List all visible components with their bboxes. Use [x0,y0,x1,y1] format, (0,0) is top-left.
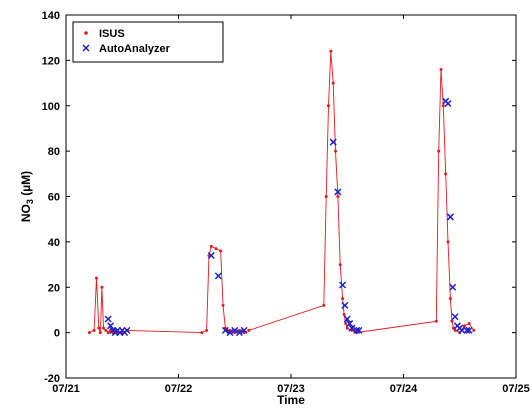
x-tick-label: 07/24 [390,383,418,395]
x-tick-label: 07/25 [502,383,530,395]
data-point-isus [344,322,348,326]
data-point-isus [104,328,108,332]
data-point-isus [453,328,457,332]
data-point-isus [341,297,345,301]
data-point-isus [214,247,218,251]
data-point-autoanalyzer [235,329,243,337]
data-point-isus [97,326,101,330]
y-axis-title-main: NO [19,204,33,222]
y-tick-label: 0 [54,328,60,340]
data-point-isus [439,67,443,71]
data-point-autoanalyzer [339,281,347,289]
data-point-isus [450,319,454,323]
data-point-isus [98,331,102,335]
data-point-isus [336,195,340,198]
data-point-isus [327,104,330,108]
data-point-isus [437,149,441,153]
data-point-isus [342,312,346,316]
data-point-isus [472,328,476,332]
data-point-isus [331,81,335,85]
data-point-autoanalyzer [449,283,457,291]
data-point-isus [452,326,455,330]
data-point-autoanalyzer [329,138,337,146]
x-tick-label: 07/21 [52,383,80,395]
y-tick-label: 140 [42,10,60,22]
data-point-autoanalyzer [451,313,459,321]
data-point-autoanalyzer [353,326,361,334]
legend-box [72,21,224,63]
data-point-autoanalyzer [463,326,471,334]
y-axis-title: NO3 (µM) [19,171,35,222]
data-point-isus [209,244,213,248]
data-point-isus [87,331,91,335]
data-point-autoanalyzer [231,326,239,334]
data-point-autoanalyzer [226,329,234,337]
x-tick-label: 07/23 [277,383,305,395]
series-autoanalyzer [104,97,473,337]
data-point-autoanalyzer [123,326,131,334]
data-point-isus [102,326,105,330]
data-point-isus [205,328,209,332]
data-point-isus [219,249,223,253]
y-tick-label: 120 [42,55,60,67]
data-point-isus [92,328,96,332]
plot-area [65,14,517,379]
data-point-isus [94,276,98,280]
data-point-isus [446,240,450,244]
data-point-isus [334,149,338,153]
data-point-isus [441,104,445,108]
x-tick-label: 07/22 [165,383,193,395]
data-point-autoanalyzer [107,322,115,330]
data-point-autoanalyzer [341,301,349,309]
data-point-autoanalyzer [334,188,342,196]
data-point-isus [100,285,104,289]
data-point-autoanalyzer [348,324,356,332]
y-tick-label: 60 [48,192,60,204]
y-tick-label: 40 [48,237,60,249]
data-point-isus [462,324,466,328]
data-point-isus [448,297,452,301]
series-layer [87,49,476,337]
legend-autoanalyzer-label: AutoAnalyzer [99,43,171,55]
data-point-isus [322,303,326,307]
data-point-autoanalyzer [104,315,112,323]
data-point-isus [434,319,438,323]
data-point-isus [338,263,342,267]
data-point-isus [324,195,328,198]
data-point-autoanalyzer [207,251,215,260]
data-point-isus [444,172,448,176]
legend-isus-label: ISUS [99,28,125,40]
data-point-autoanalyzer [465,326,473,334]
data-point-autoanalyzer [240,326,248,334]
data-point-isus [329,49,333,53]
data-point-autoanalyzer [346,320,354,328]
y-axis-title-unit: (µM) [19,171,33,199]
legend: ISUS AutoAnalyzer [72,21,224,63]
data-point-autoanalyzer [221,326,229,334]
x-axis-title: Time [277,393,305,407]
y-tick-label: -20 [44,373,60,385]
data-point-autoanalyzer [444,99,452,108]
data-point-isus [106,331,110,335]
y-tick-label: 80 [48,146,60,158]
y-tick-label: 100 [42,101,60,113]
y-tick-label: 20 [48,282,60,294]
data-point-isus [221,303,225,307]
data-point-autoanalyzer [343,315,351,323]
data-point-autoanalyzer [214,272,222,280]
legend-isus-marker [84,31,88,35]
data-point-isus [200,331,204,335]
data-point-autoanalyzer [355,326,363,334]
y-axis-title-subscript: 3 [25,199,35,204]
y-axis: -20 0 20 40 60 80 100 120 140 [42,10,516,385]
data-point-autoanalyzer [446,213,454,221]
data-point-isus [345,326,349,330]
x-axis: 07/21 07/22 07/23 07/24 07/25 [52,15,530,395]
data-point-isus [467,322,471,326]
legend-autoanalyzer-marker [82,44,90,52]
data-point-isus [247,328,251,332]
